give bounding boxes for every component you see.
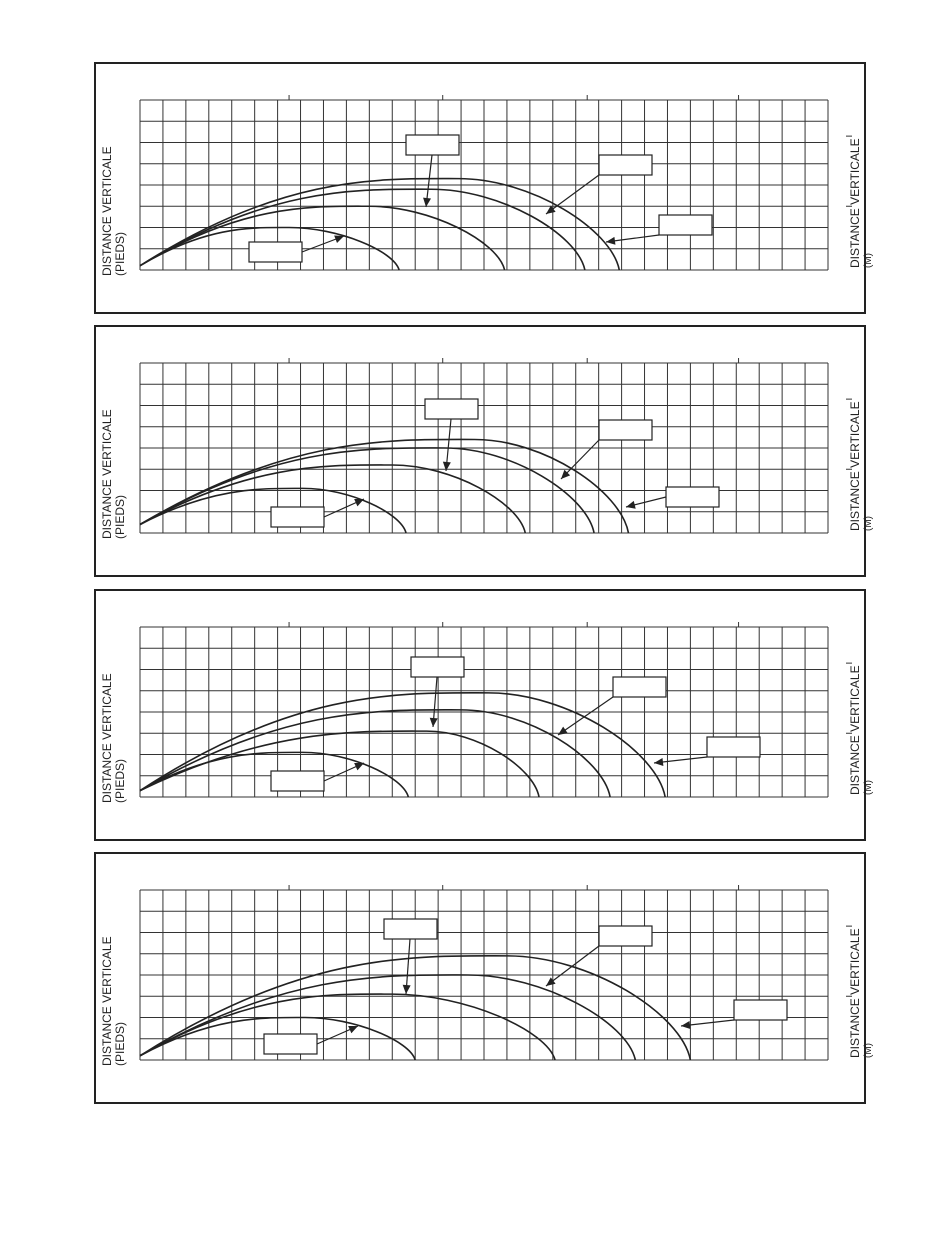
label-box	[658, 214, 713, 236]
y-axis-label-right: DISTANCE VERTICALE (M)	[848, 928, 875, 1058]
y-axis-label-left-unit: (PIEDS)	[113, 231, 127, 276]
trajectory-curve	[139, 226, 400, 271]
arrow-head	[442, 461, 451, 471]
arrow-head	[681, 1021, 691, 1029]
trajectory-curve	[139, 955, 692, 1061]
label-box	[270, 770, 325, 792]
arrow-head	[558, 726, 568, 735]
trajectory-curve	[139, 464, 527, 534]
chart-panel: DISTANCE VERTICALE (PIEDS) DISTANCE VERTIC…	[94, 62, 874, 314]
y-axis-label-right: DISTANCE VERTICALE (M)	[848, 401, 875, 531]
chart-svg	[139, 95, 852, 271]
label-box	[665, 486, 720, 508]
arrow-head	[561, 469, 571, 479]
label-box	[424, 398, 479, 420]
y-axis-label-left-unit: (PIEDS)	[113, 1021, 127, 1066]
arrow-head	[423, 197, 432, 207]
y-axis-label-right-text: DISTANCE VERTICALE	[848, 138, 862, 268]
label-box	[706, 736, 761, 758]
label-box	[612, 676, 667, 698]
trajectory-curve	[139, 974, 637, 1061]
y-axis-label-left: DISTANCE VERTICALE (PIEDS)	[100, 146, 127, 276]
arrow-head	[654, 758, 664, 766]
y-axis-label-left: DISTANCE VERTICALE (PIEDS)	[100, 673, 127, 803]
arrow-line	[405, 938, 411, 995]
trajectory-curve	[139, 188, 586, 271]
trajectory-curve	[139, 177, 621, 271]
y-axis-label-right-unit: (M)	[863, 253, 874, 268]
trajectory-curve	[139, 730, 540, 798]
trajectory-curve	[139, 993, 556, 1061]
arrow-head	[354, 763, 364, 771]
trajectory-curve	[139, 692, 666, 798]
trajectory-curve	[139, 438, 630, 534]
label-box	[733, 999, 788, 1021]
label-box	[263, 1033, 318, 1055]
y-axis-label-left: DISTANCE VERTICALE (PIEDS)	[100, 936, 127, 1066]
y-axis-label-left-unit: (PIEDS)	[113, 758, 127, 803]
y-axis-label-left-unit: (PIEDS)	[113, 494, 127, 539]
arrow-head	[354, 499, 364, 507]
chart-svg	[139, 622, 852, 798]
y-axis-label-right-text: DISTANCE VERTICALE	[848, 928, 862, 1058]
y-axis-label-right-text: DISTANCE VERTICALE	[848, 665, 862, 795]
arrow-head	[429, 717, 438, 727]
label-box	[405, 134, 460, 156]
chart-panel: DISTANCE VERTICALE (PIEDS) DISTANCE VERTIC…	[94, 852, 874, 1104]
chart-panel: DISTANCE VERTICALE (PIEDS) DISTANCE VERTIC…	[94, 325, 874, 577]
chart-svg	[139, 885, 852, 1061]
arrow-head	[348, 1025, 358, 1034]
y-axis-label-right-unit: (M)	[863, 1043, 874, 1058]
chart-panel: DISTANCE VERTICALE (PIEDS) DISTANCE VERTIC…	[94, 589, 874, 841]
label-box	[410, 656, 465, 678]
arrow-head	[546, 977, 556, 986]
label-box	[598, 925, 653, 947]
arrow-head	[334, 235, 344, 243]
chart-svg	[139, 358, 852, 534]
label-box	[383, 918, 438, 940]
label-box	[248, 241, 303, 263]
y-axis-label-right: DISTANCE VERTICALE (M)	[848, 665, 875, 795]
arrow-line	[557, 696, 614, 736]
trajectory-curve	[139, 447, 595, 534]
label-box	[598, 419, 653, 441]
y-axis-label-right: DISTANCE VERTICALE (M)	[848, 138, 875, 268]
trajectory-curve	[139, 1016, 416, 1061]
arrow-head	[626, 500, 636, 509]
label-box	[270, 506, 325, 528]
label-box	[598, 154, 653, 176]
y-axis-label-right-text: DISTANCE VERTICALE	[848, 401, 862, 531]
arrow-line	[560, 439, 600, 480]
arrow-head	[546, 205, 556, 214]
arrow-line	[545, 945, 600, 987]
y-axis-label-right-unit: (M)	[863, 780, 874, 795]
y-axis-label-right-unit: (M)	[863, 516, 874, 531]
y-axis-label-left: DISTANCE VERTICALE (PIEDS)	[100, 409, 127, 539]
arrow-head	[606, 236, 616, 245]
trajectory-curve	[139, 487, 407, 534]
arrow-line	[545, 174, 600, 215]
arrow-head	[402, 984, 411, 994]
trajectory-curve	[139, 709, 611, 798]
trajectory-curve	[139, 205, 506, 271]
